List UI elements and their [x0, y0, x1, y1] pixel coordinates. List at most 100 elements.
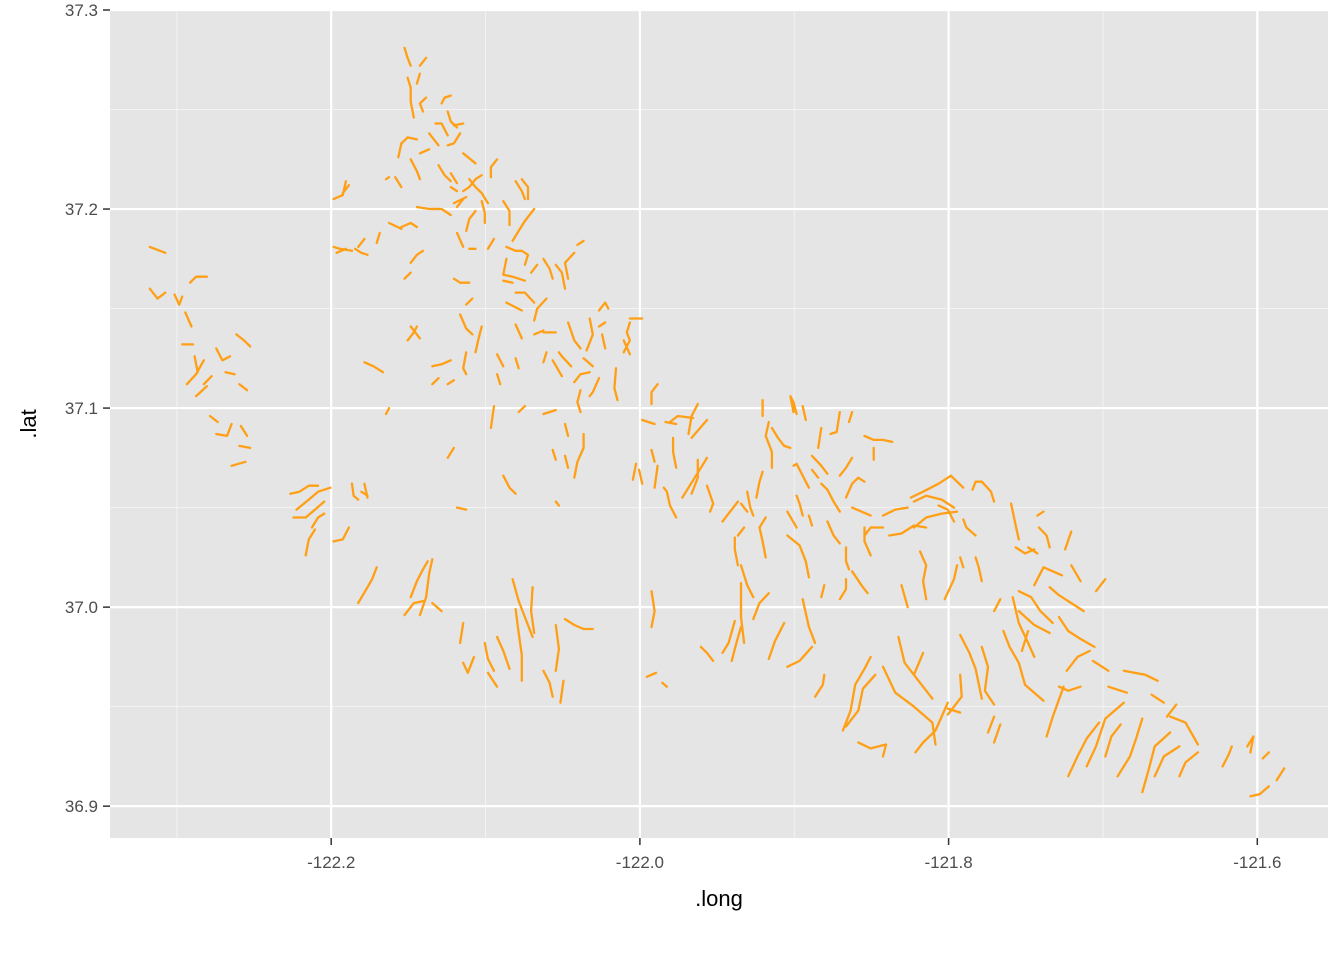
- river-segment: [767, 621, 786, 661]
- river-segment: [746, 490, 755, 517]
- river-segment: [912, 510, 959, 529]
- y-tick-label: 37.0: [65, 598, 98, 617]
- river-segment: [238, 444, 252, 450]
- river-segment: [1091, 659, 1110, 672]
- river-segment: [563, 454, 570, 469]
- river-segment: [215, 347, 232, 362]
- river-segment: [817, 426, 823, 450]
- river-segment: [733, 536, 740, 567]
- river-segment: [332, 180, 348, 201]
- river-segment: [418, 56, 428, 67]
- river-segment: [850, 570, 869, 595]
- river-segment: [826, 520, 841, 545]
- river-segment: [758, 516, 767, 559]
- y-axis: 36.9 37.0 37.1 37.2 37.3: [65, 1, 110, 816]
- river-segment: [1141, 731, 1172, 794]
- river-segment: [514, 291, 536, 304]
- river-segment: [807, 514, 814, 527]
- river-segment: [474, 325, 483, 354]
- river-segment: [971, 480, 996, 503]
- river-segment: [406, 325, 419, 342]
- river-segment: [1002, 629, 1045, 702]
- river-segment: [455, 506, 468, 511]
- river-segment: [202, 375, 213, 386]
- river-segment: [480, 199, 486, 225]
- river-segment: [462, 351, 468, 376]
- river-segment: [440, 94, 452, 105]
- river-segment: [563, 251, 576, 280]
- river-segment: [813, 673, 826, 698]
- river-segment: [1067, 721, 1101, 778]
- river-segment: [962, 518, 977, 537]
- river-segment: [943, 564, 959, 601]
- river-segment: [238, 383, 249, 392]
- river-segment: [173, 293, 184, 306]
- river-segment: [505, 301, 523, 312]
- river-segment: [559, 679, 565, 704]
- river-segment: [403, 599, 425, 617]
- river-segment: [295, 486, 332, 511]
- river-segment: [551, 359, 564, 378]
- river-segment: [721, 619, 736, 655]
- river-segment: [838, 578, 848, 601]
- river-segment: [449, 172, 459, 185]
- river-segment: [292, 500, 326, 519]
- river-segment: [661, 681, 669, 688]
- river-segment: [566, 321, 582, 350]
- x-tick-label: -122.2: [307, 853, 355, 872]
- river-segment: [502, 474, 517, 495]
- x-axis: -122.2 -122.0 -121.8 -121.6: [307, 838, 1281, 872]
- river-segment: [597, 301, 610, 312]
- river-segment: [495, 635, 511, 670]
- river-segment: [462, 655, 476, 674]
- river-segment: [687, 402, 699, 436]
- river-segment: [514, 607, 523, 682]
- x-tick-label: -121.8: [924, 853, 972, 872]
- x-tick-label: -122.0: [616, 853, 664, 872]
- river-segment: [489, 158, 499, 179]
- river-segment: [409, 249, 425, 264]
- river-segment: [375, 231, 381, 245]
- river-segment: [1178, 751, 1200, 778]
- river-segment: [810, 468, 820, 479]
- river-segment: [705, 484, 715, 513]
- river-segment: [495, 353, 505, 368]
- river-segment: [486, 671, 499, 688]
- river-segment: [959, 633, 983, 700]
- river-segment: [431, 601, 443, 613]
- river-segment: [576, 239, 585, 247]
- river-segment: [992, 723, 1002, 744]
- river-segment: [409, 158, 422, 181]
- river-segment: [415, 205, 440, 211]
- river-segment: [289, 484, 320, 495]
- river-segment: [335, 247, 348, 254]
- river-segment: [517, 404, 527, 414]
- river-segment: [542, 669, 554, 698]
- river-segment: [1165, 703, 1178, 718]
- river-segment: [384, 176, 391, 181]
- river-segment: [752, 592, 770, 621]
- river-segment: [671, 436, 678, 469]
- river-segment: [505, 245, 530, 266]
- river-segment: [341, 184, 351, 195]
- river-segment: [1026, 546, 1039, 555]
- minor-gridlines: [110, 10, 1328, 838]
- river-segment: [764, 420, 774, 469]
- y-axis-title: .lat: [16, 409, 41, 438]
- river-segment: [1085, 701, 1125, 768]
- river-segment: [653, 464, 659, 489]
- river-segment: [554, 623, 561, 672]
- river-segment: [434, 122, 449, 137]
- river-segment: [428, 132, 440, 147]
- river-segment: [801, 404, 807, 422]
- river-segment: [1009, 502, 1020, 541]
- river-segment: [304, 528, 317, 557]
- river-segment: [462, 174, 483, 193]
- river-segment: [514, 357, 520, 370]
- river-segment: [650, 448, 656, 463]
- river-segment: [1104, 723, 1122, 758]
- river-segment: [820, 584, 826, 599]
- river-segment: [721, 500, 740, 523]
- river-segment: [400, 221, 419, 229]
- river-segment: [208, 414, 219, 424]
